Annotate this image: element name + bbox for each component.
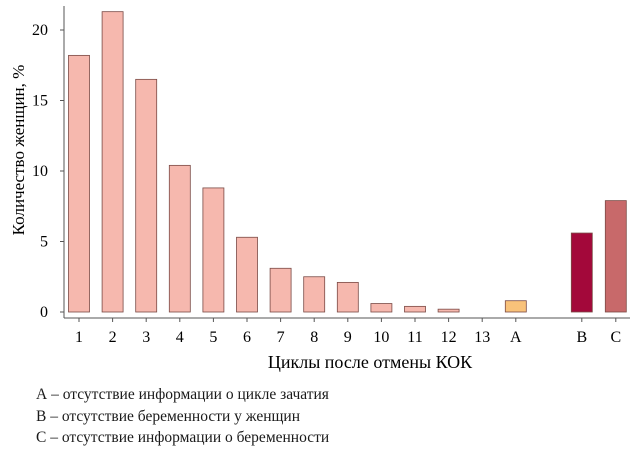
legend-note-c: С – отсутствие информации о беременности bbox=[36, 429, 330, 446]
x-tick-label: 7 bbox=[277, 329, 285, 346]
x-tick-label: 4 bbox=[176, 329, 184, 346]
bar bbox=[604, 200, 627, 313]
x-axis-label: Циклы после отмены КОК bbox=[268, 352, 473, 372]
x-tick-label: 2 bbox=[109, 329, 117, 346]
y-tick-label: 0 bbox=[40, 304, 48, 321]
bar bbox=[570, 232, 593, 313]
bar bbox=[370, 303, 393, 313]
x-tick-label: 11 bbox=[407, 329, 422, 346]
y-axis-label: Количество женщин, % bbox=[9, 65, 28, 236]
x-tick-label: 6 bbox=[243, 329, 251, 346]
bar bbox=[101, 11, 124, 313]
x-tick-label: 10 bbox=[373, 329, 389, 346]
legend-notes: А – отсутствие информации о цикле зачати… bbox=[36, 384, 329, 449]
x-tick-label: B bbox=[576, 329, 587, 346]
y-axis: 0 5 10 15 20 bbox=[32, 6, 65, 321]
x-tick-label: 13 bbox=[474, 329, 490, 346]
x-tick-label: 8 bbox=[310, 329, 318, 346]
bar bbox=[437, 308, 460, 313]
x-tick-label: 9 bbox=[344, 329, 352, 346]
x-tick-label: 1 bbox=[75, 329, 83, 346]
legend-note-a: А – отсутствие информации о цикле зачати… bbox=[36, 386, 329, 403]
bar bbox=[303, 276, 326, 313]
bar bbox=[202, 187, 225, 313]
y-tick-label: 20 bbox=[32, 22, 48, 39]
bar bbox=[404, 305, 426, 313]
bar bbox=[336, 281, 359, 313]
x-tick-label: 12 bbox=[441, 329, 457, 346]
legend-note-b: В – отсутствие беременности у женщин bbox=[36, 407, 301, 425]
bar bbox=[135, 78, 158, 313]
bars bbox=[68, 11, 627, 313]
y-tick-label: 10 bbox=[32, 163, 48, 180]
bar bbox=[269, 267, 292, 313]
bar bbox=[68, 54, 90, 313]
x-tick-label: A bbox=[510, 329, 522, 346]
bar bbox=[236, 236, 258, 313]
y-tick-label: 5 bbox=[40, 234, 48, 251]
bar bbox=[504, 300, 527, 313]
x-tick-label: 3 bbox=[142, 329, 150, 346]
x-tick-label: C bbox=[610, 329, 621, 346]
y-tick-label: 15 bbox=[32, 93, 48, 110]
x-tick-label: 5 bbox=[209, 329, 217, 346]
x-axis: 1 2 3 4 5 6 7 8 9 10 11 12 13 A B C bbox=[64, 317, 630, 346]
bar bbox=[168, 164, 191, 313]
